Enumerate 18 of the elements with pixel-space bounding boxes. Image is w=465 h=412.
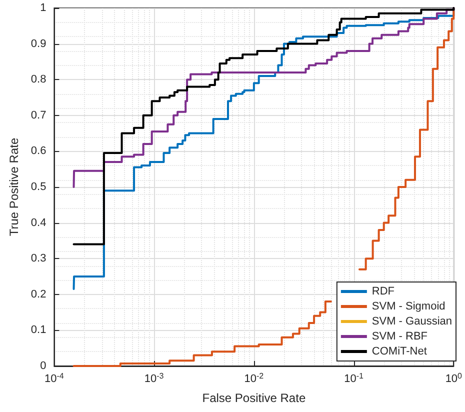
y-tick-label: 0.4 xyxy=(30,216,46,229)
y-tick-label: 0.6 xyxy=(30,145,46,158)
y-tick-label: 0.8 xyxy=(30,74,46,86)
legend-label: RDF xyxy=(372,286,395,298)
x-axis-title: False Positive Rate xyxy=(202,391,306,405)
y-tick-label: 0.3 xyxy=(30,252,46,265)
legend-label: SVM - RBF xyxy=(372,330,428,342)
y-tick-label: 0.7 xyxy=(30,109,46,122)
y-tick-label: 0 xyxy=(40,360,46,372)
y-axis-title: True Positive Rate xyxy=(7,138,21,236)
y-tick-label: 0.5 xyxy=(30,181,46,193)
legend-label: SVM - Gaussian xyxy=(372,316,452,328)
legend-label: COMiT-Net xyxy=(372,346,427,358)
y-tick-label: 0.1 xyxy=(30,324,46,336)
legend-label: SVM - Sigmoid xyxy=(372,300,446,312)
y-tick-label: 1 xyxy=(40,2,46,14)
y-tick-label: 0.2 xyxy=(30,288,46,300)
y-tick-label: 0.9 xyxy=(30,38,46,50)
